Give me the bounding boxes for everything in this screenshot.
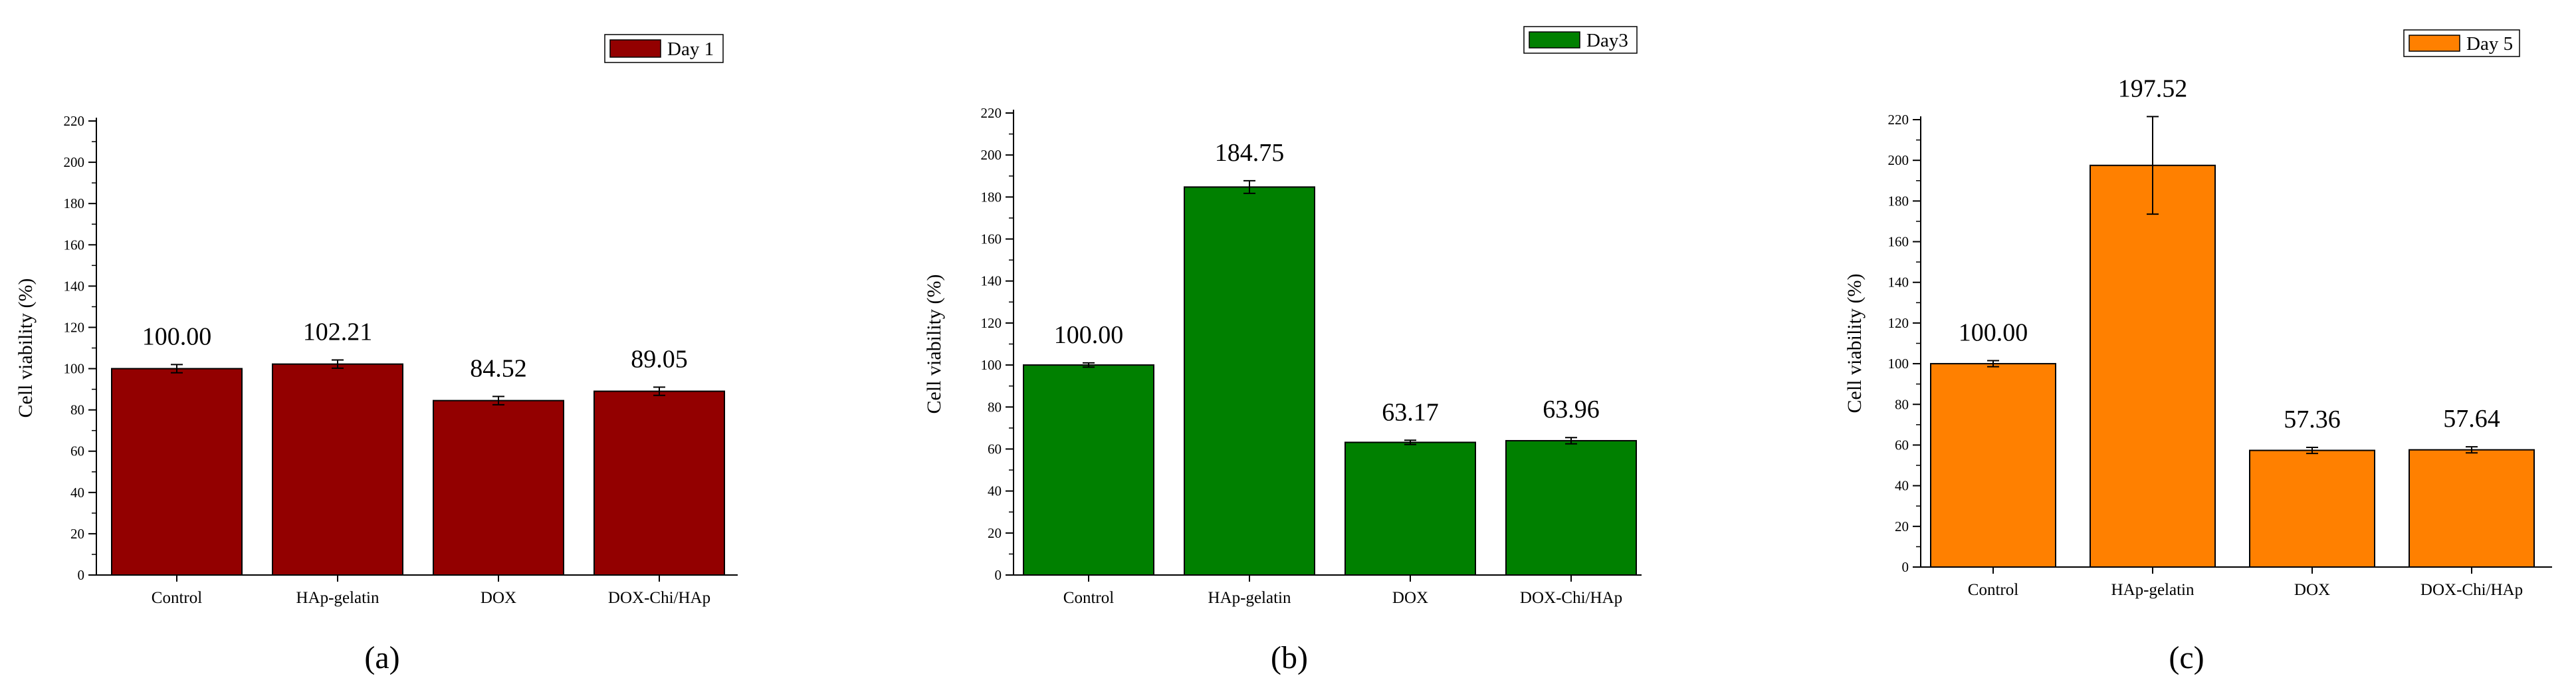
y-tick-label: 80 [988,399,1002,415]
x-tick-label: Control [152,589,202,607]
x-tick-label: DOX-Chi/HAp [1520,589,1622,607]
data-label: 100.00 [142,322,212,350]
y-tick-label: 220 [981,105,1002,121]
bar [2409,449,2535,568]
x-tick-label: Control [1968,581,2018,599]
y-tick-label: 160 [981,231,1002,247]
x-tick-label: HAp-gelatin [296,589,379,607]
y-tick-label: 180 [64,195,85,211]
legend-swatch [1529,31,1580,49]
y-tick-label: 180 [981,189,1002,205]
y-tick-label: 200 [1888,152,1909,168]
data-label: 100.00 [1054,321,1124,349]
y-axis-label: Cell viability (%) [923,275,945,414]
legend-box [604,34,724,63]
x-tick-label: DOX-Chi/HAp [2420,581,2523,599]
y-axis-label: Cell viability (%) [1844,274,1866,413]
panel-label: (c) [2169,640,2204,675]
legend-swatch [2409,35,2460,52]
bar [1344,441,1476,576]
data-label: 102.21 [303,318,373,346]
x-tick-label: HAp-gelatin [2111,581,2195,599]
y-tick-label: 200 [64,154,85,170]
y-tick-label: 0 [1902,559,1909,575]
data-label: 89.05 [631,345,688,373]
y-tick-label: 80 [1895,396,1909,412]
y-axis-label: Cell viability (%) [15,279,37,418]
legend-label: Day 5 [2466,33,2513,55]
bar [1023,364,1154,576]
x-tick-label: DOX [1392,589,1428,607]
data-label: 100.00 [1959,319,2028,347]
y-tick-label: 100 [1888,356,1909,372]
y-tick-label: 120 [1888,315,1909,331]
bar [2249,449,2375,568]
y-tick-label: 140 [981,273,1002,289]
y-tick-label: 40 [70,485,84,501]
y-tick-label: 220 [64,113,85,129]
y-tick-label: 40 [988,483,1002,499]
y-tick-label: 100 [64,361,85,377]
panel-label: (b) [1271,640,1308,675]
y-tick-label: 160 [64,237,85,253]
data-label: 57.64 [2443,405,2500,433]
x-tick-label: DOX [2294,581,2330,599]
x-tick-label: DOX [481,589,516,607]
bar [593,390,725,576]
y-tick-label: 180 [1888,193,1909,209]
data-label: 184.75 [1215,139,1285,167]
data-label: 63.96 [1543,396,1600,423]
y-tick-label: 120 [64,319,85,335]
chart-panel-3: 0 20 40 60 80 100 120 140 160 180 200 220 Cell viabi… [1844,29,2552,675]
y-tick-label: 0 [78,567,85,583]
chart-panel-2: 0 20 40 60 80 100 120 140 160 180 200 220 Cell viabi… [923,26,1642,675]
legend-label: Day 1 [667,39,714,60]
y-tick-label: 60 [988,441,1002,457]
bar [272,363,403,576]
y-tick-label: 20 [988,525,1002,541]
y-tick-label: 200 [981,147,1002,163]
data-label: 63.17 [1382,398,1439,426]
bar [1930,363,2056,568]
bar [1184,186,1315,576]
y-tick-label: 80 [70,402,84,418]
y-tick-label: 60 [70,443,84,459]
x-tick-label: DOX-Chi/HAp [608,589,710,607]
y-tick-label: 120 [981,315,1002,331]
data-label: 197.52 [2118,74,2188,102]
bar [111,368,243,576]
y-tick-label: 60 [1895,437,1909,453]
data-label: 57.36 [2284,406,2341,433]
x-tick-label: HAp-gelatin [1208,589,1291,607]
legend-label: Day3 [1586,30,1628,51]
bar [2090,164,2216,568]
y-tick-label: 0 [995,567,1002,583]
y-tick-label: 20 [70,526,84,542]
y-tick-label: 40 [1895,478,1909,494]
legend-swatch [609,39,661,58]
y-tick-label: 20 [1895,519,1909,534]
y-tick-label: 140 [1888,275,1909,290]
bar [433,400,564,576]
data-label: 84.52 [470,354,527,382]
y-tick-label: 160 [1888,234,1909,250]
panel-label: (a) [364,640,399,675]
x-tick-label: Control [1063,589,1114,607]
bar [1505,439,1637,576]
y-tick-label: 100 [981,357,1002,373]
y-tick-label: 140 [64,278,85,294]
chart-panel-1: 0 20 40 60 80 100 120 140 160 180 200 220 Cell viabi… [15,34,738,675]
y-tick-label: 220 [1888,112,1909,128]
